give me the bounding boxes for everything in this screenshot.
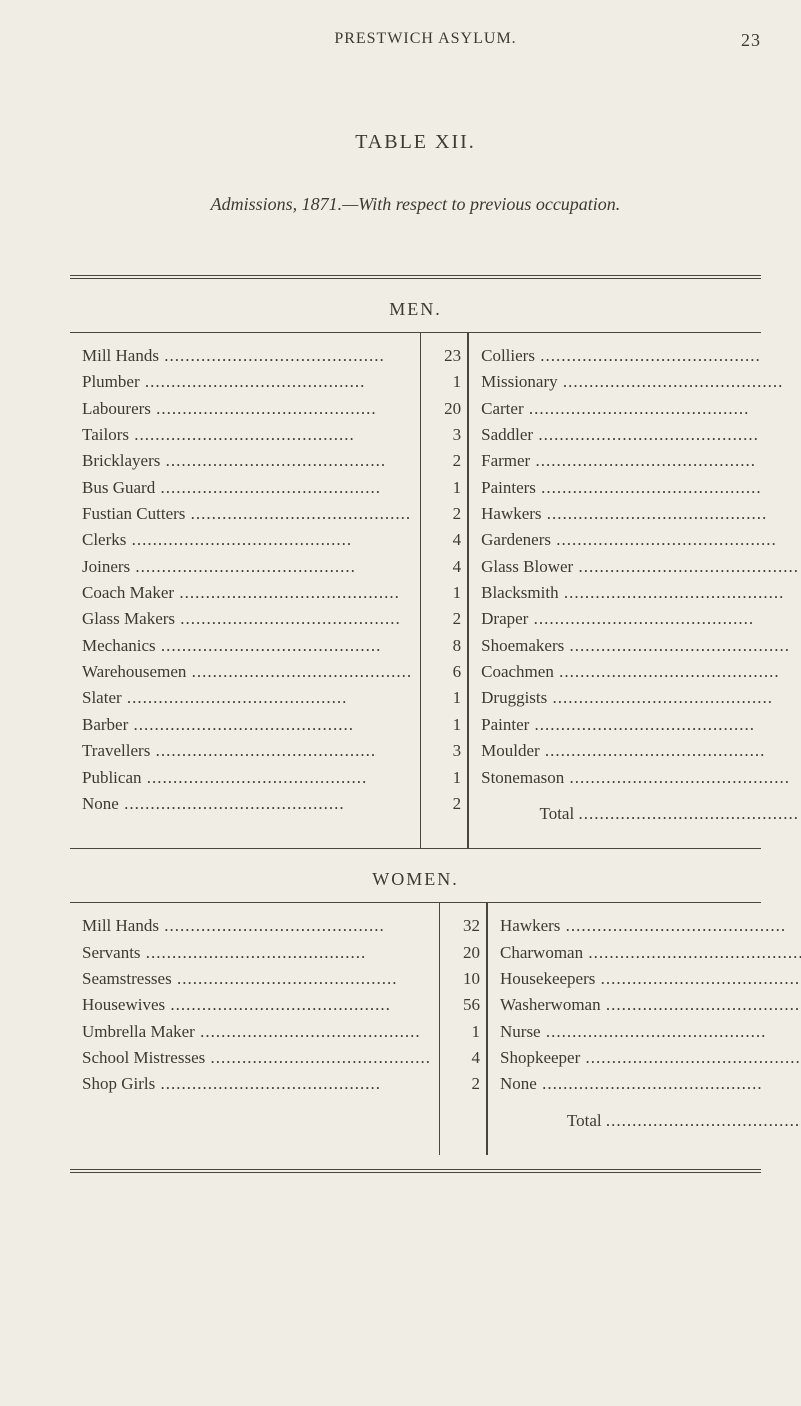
- men-left-labels: Mill HandsPlumberLabourersTailorsBrickla…: [70, 333, 420, 848]
- occupation-label: Carter: [481, 396, 799, 422]
- occupation-label: Seamstresses: [82, 966, 431, 992]
- women-left-labels: Mill HandsServantsSeamstressesHousewives…: [70, 903, 439, 1155]
- occupation-label: Bricklayers: [82, 448, 412, 474]
- occupation-count: 4: [446, 1045, 480, 1071]
- occupation-count: 10: [446, 966, 480, 992]
- occupation-label: Saddler: [481, 422, 799, 448]
- occupation-label: Glass Blower: [481, 554, 799, 580]
- occupation-label: Stonemason: [481, 765, 799, 791]
- occupation-count: 4: [427, 554, 461, 580]
- page-number: 23: [701, 30, 761, 51]
- occupation-label: Mechanics: [82, 633, 412, 659]
- occupation-count: 3: [427, 738, 461, 764]
- occupation-label: Moulder: [481, 738, 799, 764]
- table-caption: Admissions, 1871.—With respect to previo…: [70, 194, 761, 215]
- occupation-count: 20: [427, 396, 461, 422]
- men-left-nums: 23120321244128611312: [420, 333, 467, 848]
- occupation-label: Painter: [481, 712, 799, 738]
- occupation-count: 1: [427, 712, 461, 738]
- men-heading: MEN.: [70, 279, 761, 332]
- occupation-count: 56: [446, 992, 480, 1018]
- occupation-label: Nurse: [500, 1019, 801, 1045]
- occupation-count: 2: [427, 448, 461, 474]
- occupation-label: Farmer: [481, 448, 799, 474]
- occupation-label: Druggists: [481, 685, 799, 711]
- occupation-label: Missionary: [481, 369, 799, 395]
- occupation-label: Mill Hands: [82, 913, 431, 939]
- page: PRESTWICH ASYLUM. 23 TABLE XII. Admissio…: [70, 30, 761, 1376]
- occupation-label: Mill Hands: [82, 343, 412, 369]
- occupation-count: 1: [427, 685, 461, 711]
- occupation-label: Tailors: [82, 422, 412, 448]
- total-label: Total: [481, 801, 799, 827]
- table-number: TABLE XII.: [70, 131, 761, 154]
- men-right-labels: ColliersMissionaryCarterSaddlerFarmerPai…: [469, 333, 801, 848]
- occupation-label: Plumber: [82, 369, 412, 395]
- occupation-count: 1: [427, 369, 461, 395]
- occupation-label: Painters: [481, 475, 799, 501]
- women-heading: WOMEN.: [70, 849, 761, 902]
- occupation-count: 1: [427, 765, 461, 791]
- occupation-count: 23: [427, 343, 461, 369]
- occupation-label: Glass Makers: [82, 606, 412, 632]
- occupation-count: 20: [446, 940, 480, 966]
- occupation-label: Warehousemen: [82, 659, 412, 685]
- women-left-nums: 32201056142: [439, 903, 486, 1155]
- occupation-count: 4: [427, 527, 461, 553]
- occupation-count: 2: [427, 501, 461, 527]
- women-columns: Mill HandsServantsSeamstressesHousewives…: [70, 903, 761, 1155]
- occupation-label: Publican: [82, 765, 412, 791]
- occupation-label: Shopkeeper: [500, 1045, 801, 1071]
- occupation-count: 8: [427, 633, 461, 659]
- occupation-label: Slater: [82, 685, 412, 711]
- occupation-label: Fustian Cutters: [82, 501, 412, 527]
- total-label: Total: [500, 1108, 801, 1134]
- occupation-count: 1: [427, 475, 461, 501]
- occupation-label: Bus Guard: [82, 475, 412, 501]
- occupation-label: Barber: [82, 712, 412, 738]
- caption-rest: —With respect to previous occupation.: [342, 194, 620, 214]
- occupation-label: Housewives: [82, 992, 431, 1018]
- occupation-label: Hawkers: [500, 913, 801, 939]
- occupation-label: Coach Maker: [82, 580, 412, 606]
- occupation-label: Coachmen: [481, 659, 799, 685]
- occupation-label: Hawkers: [481, 501, 799, 527]
- occupation-label: Travellers: [82, 738, 412, 764]
- running-head: PRESTWICH ASYLUM. 23: [70, 30, 761, 51]
- occupation-label: School Mistresses: [82, 1045, 431, 1071]
- occupation-label: Clerks: [82, 527, 412, 553]
- occupation-count: 32: [446, 913, 480, 939]
- men-columns: Mill HandsPlumberLabourersTailorsBrickla…: [70, 333, 761, 848]
- occupation-label: None: [82, 791, 412, 817]
- occupation-label: Draper: [481, 606, 799, 632]
- occupation-label: Labourers: [82, 396, 412, 422]
- occupation-count: 2: [427, 791, 461, 817]
- occupation-label: Shoemakers: [481, 633, 799, 659]
- occupation-label: Housekeepers: [500, 966, 801, 992]
- occupation-label: Blacksmith: [481, 580, 799, 606]
- occupation-label: Shop Girls: [82, 1071, 431, 1097]
- occupation-label: Gardeners: [481, 527, 799, 553]
- occupation-count: 1: [446, 1019, 480, 1045]
- running-title: PRESTWICH ASYLUM.: [150, 30, 701, 51]
- occupation-label: None: [500, 1071, 801, 1097]
- outer-bottom-rule: [70, 1169, 761, 1173]
- occupation-count: 1: [427, 580, 461, 606]
- occupation-label: Umbrella Maker: [82, 1019, 431, 1045]
- occupation-label: Washerwoman: [500, 992, 801, 1018]
- occupation-count: 6: [427, 659, 461, 685]
- occupation-label: Servants: [82, 940, 431, 966]
- occupation-label: Charwoman: [500, 940, 801, 966]
- occupation-count: 3: [427, 422, 461, 448]
- caption-lead: Admissions, 1871.: [211, 194, 343, 214]
- occupation-count: 2: [446, 1071, 480, 1097]
- occupation-count: 2: [427, 606, 461, 632]
- occupation-label: Colliers: [481, 343, 799, 369]
- occupation-label: Joiners: [82, 554, 412, 580]
- women-right-labels: HawkersCharwomanHousekeepersWasherwomanN…: [488, 903, 801, 1155]
